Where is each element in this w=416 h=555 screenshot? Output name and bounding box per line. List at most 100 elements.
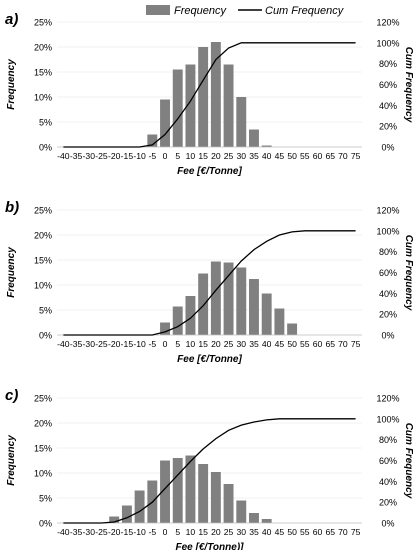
x-tick-label: -10: [133, 527, 146, 537]
frequency-bar: [210, 472, 221, 523]
frequency-bar: [274, 308, 285, 335]
frequency-bar: [185, 296, 196, 335]
x-axis-title: Fee [€/Tonne]: [177, 354, 242, 365]
x-tick-label: 10: [186, 339, 196, 349]
frequency-bar: [172, 69, 183, 147]
y-tick-label: 25%: [34, 394, 52, 404]
chart-panel: 0% 5% 10% 15% 20% 25% 0% 20% 40% 60% 80% 100% 120% -4…: [5, 11, 414, 177]
frequency-bar: [198, 273, 209, 335]
x-tick-label: 75: [351, 151, 361, 161]
y2-tick-label: 100%: [376, 414, 399, 424]
frequency-bar: [172, 306, 183, 335]
x-tick-label: 25: [224, 151, 234, 161]
x-tick-label: -20: [108, 151, 121, 161]
frequency-bar: [236, 500, 247, 523]
y2-tick-label: 20%: [379, 122, 397, 132]
x-tick-label: 45: [275, 151, 285, 161]
y-tick-label: 5%: [39, 306, 52, 316]
frequency-bar: [185, 455, 196, 523]
legend-cum-label: Cum Frequency: [265, 5, 345, 17]
y-tick-label: 0%: [39, 519, 52, 529]
y2-tick-label: 60%: [379, 456, 397, 466]
x-tick-label: 40: [262, 527, 272, 537]
x-tick-label: -20: [108, 527, 121, 537]
x-tick-label: 20: [211, 527, 221, 537]
x-tick-label: -15: [121, 151, 134, 161]
x-tick-label: 0: [163, 151, 168, 161]
frequency-bar: [287, 323, 298, 335]
chart-panel: 0% 5% 10% 15% 20% 25% 0% 20% 40% 60% 80% 100% 120% -4…: [5, 199, 414, 365]
x-tick-label: 40: [262, 151, 272, 161]
x-tick-label: 65: [325, 527, 335, 537]
y2-tick-label: 40%: [379, 477, 397, 487]
y2-tick-label: 0%: [381, 519, 394, 529]
x-tick-label: -35: [70, 339, 83, 349]
y-tick-label: 0%: [39, 331, 52, 341]
legend: Frequency Cum Frequency: [146, 5, 345, 17]
x-tick-label: 40: [262, 339, 272, 349]
frequency-bar: [109, 516, 120, 523]
y2-tick-label: 40%: [379, 101, 397, 111]
y-tick-label: 25%: [34, 206, 52, 216]
x-tick-label: 60: [313, 151, 323, 161]
frequency-bar: [198, 464, 209, 523]
x-tick-label: 75: [351, 339, 361, 349]
x-tick-label: -40: [57, 151, 70, 161]
x-tick-label: -5: [148, 527, 156, 537]
frequency-bar: [249, 279, 259, 335]
x-tick-label: -10: [133, 339, 146, 349]
y2-axis-title: Cum Frequency: [403, 423, 414, 499]
x-tick-label: 55: [300, 527, 310, 537]
frequency-bar: [147, 134, 158, 147]
x-tick-label: -30: [83, 339, 96, 349]
y-axis-title: Frequency: [6, 247, 17, 298]
x-tick-label: 35: [249, 527, 259, 537]
frequency-bar: [223, 64, 234, 147]
y2-tick-label: 120%: [376, 206, 399, 216]
frequency-bar: [223, 262, 234, 335]
y2-tick-label: 0%: [381, 143, 394, 153]
x-tick-label: 55: [300, 339, 310, 349]
legend-frequency-swatch: [146, 5, 170, 15]
y-tick-label: 25%: [34, 18, 52, 28]
x-tick-label: -20: [108, 339, 121, 349]
frequency-bar: [185, 64, 196, 147]
frequency-bar: [172, 458, 183, 523]
y2-tick-label: 60%: [379, 80, 397, 90]
y-tick-label: 15%: [34, 444, 52, 454]
y2-tick-label: 40%: [379, 289, 397, 299]
x-tick-label: 15: [198, 527, 208, 537]
frequency-bar: [160, 99, 170, 147]
y-tick-label: 15%: [34, 68, 52, 78]
y-tick-label: 15%: [34, 256, 52, 266]
x-tick-label: -25: [95, 151, 108, 161]
x-axis-title: Fee [€/Tonne)]: [176, 542, 245, 550]
x-tick-label: 30: [236, 527, 246, 537]
y-tick-label: 20%: [34, 43, 52, 53]
panel-label: a): [5, 11, 18, 28]
y-tick-label: 20%: [34, 231, 52, 241]
x-tick-label: 55: [300, 151, 310, 161]
y-axis-title: Frequency: [6, 435, 17, 486]
x-tick-label: 15: [198, 339, 208, 349]
x-tick-label: 0: [163, 339, 168, 349]
x-tick-label: 70: [338, 527, 348, 537]
y2-tick-label: 80%: [379, 435, 397, 445]
x-tick-label: 25: [224, 339, 234, 349]
y2-tick-label: 80%: [379, 247, 397, 257]
frequency-bar: [236, 267, 247, 335]
x-tick-label: 35: [249, 339, 259, 349]
y-tick-label: 10%: [34, 469, 52, 479]
x-tick-label: -40: [57, 339, 70, 349]
x-tick-label: 10: [186, 527, 196, 537]
x-tick-label: -40: [57, 527, 70, 537]
x-tick-label: 10: [186, 151, 196, 161]
x-tick-label: 15: [198, 151, 208, 161]
frequency-bar: [236, 97, 247, 147]
x-tick-label: -10: [133, 151, 146, 161]
frequency-bar: [160, 460, 170, 523]
y2-tick-label: 80%: [379, 59, 397, 69]
panel-label: b): [5, 199, 19, 216]
